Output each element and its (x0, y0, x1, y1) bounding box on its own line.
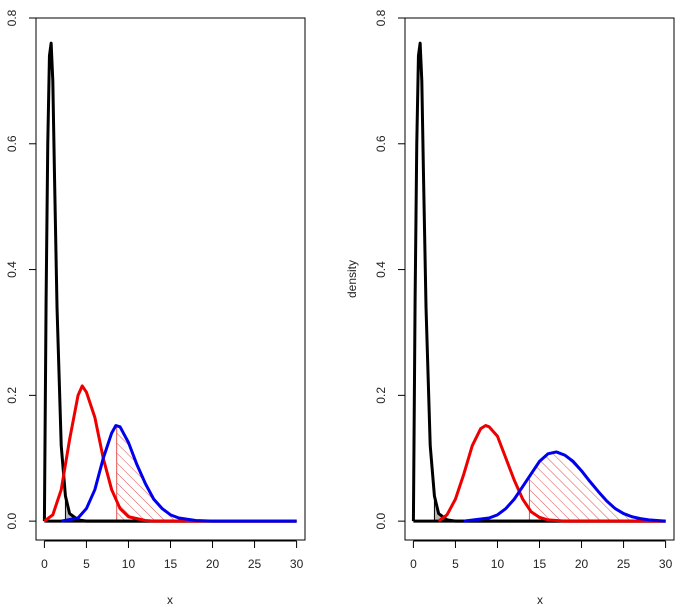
x-tick-label: 25 (617, 557, 631, 571)
x-tick-label: 20 (575, 557, 589, 571)
plot-frame (35, 17, 306, 541)
x-tick-label: 15 (164, 557, 178, 571)
y-tick-label: 0.2 (374, 387, 388, 404)
x-tick-label: 20 (206, 557, 220, 571)
x-tick-label: 5 (452, 557, 459, 571)
x-tick-label: 15 (533, 557, 547, 571)
density-curve-2 (60, 424, 297, 523)
marks-layer (411, 41, 666, 523)
y-axis-title: density (345, 260, 359, 298)
x-tick-label: 0 (41, 557, 48, 571)
x-tick-label: 30 (290, 557, 304, 571)
x-tick-label: 10 (122, 557, 136, 571)
right-chart-panel: 0 5 10 15 20 25 30 0.0 0.2 0.4 0.6 0.8 x density (345, 9, 675, 607)
x-tick-label: 30 (659, 557, 673, 571)
x-tick-label: 0 (410, 557, 417, 571)
axes-layer: 0 5 10 15 20 25 30 0.0 0.2 0.4 0.6 0.8 (5, 9, 304, 571)
x-tick-label: 25 (248, 557, 262, 571)
y-tick-label: 0.2 (5, 387, 19, 404)
y-tick-label: 0.8 (5, 9, 19, 26)
density-curve-0 (411, 41, 666, 523)
marks-layer (42, 41, 297, 523)
x-axis-title: x (537, 593, 543, 607)
y-tick-label: 0.0 (374, 512, 388, 529)
x-tick-label: 10 (491, 557, 505, 571)
y-tick-label: 0.6 (5, 135, 19, 152)
shaded-region-1 (528, 451, 666, 522)
x-tick-label: 5 (83, 557, 90, 571)
y-tick-label: 0.4 (374, 261, 388, 278)
left-chart-panel: 0 5 10 15 20 25 30 0.0 0.2 0.4 0.6 0.8 x (5, 9, 306, 607)
y-tick-label: 0.8 (374, 9, 388, 26)
axes-layer: 0 5 10 15 20 25 30 0.0 0.2 0.4 0.6 0.8 (374, 9, 673, 571)
density-curve-2 (463, 450, 666, 523)
density-curve-0 (42, 41, 297, 523)
density-curve-1 (437, 424, 666, 523)
density-curve-1 (43, 384, 297, 523)
y-tick-label: 0.6 (374, 135, 388, 152)
y-tick-label: 0.4 (5, 261, 19, 278)
x-axis-title: x (167, 593, 173, 607)
shaded-region-1 (116, 425, 213, 522)
y-tick-label: 0.0 (5, 512, 19, 529)
